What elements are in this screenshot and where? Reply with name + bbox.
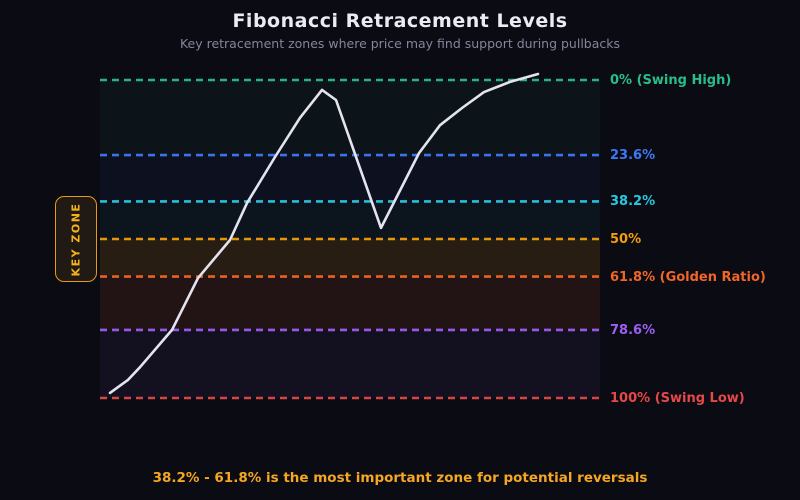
footer-note: 38.2% - 61.8% is the most important zone… xyxy=(152,470,648,486)
fib-zone-band xyxy=(100,329,600,398)
fib-level-label: 23.6% xyxy=(610,148,656,164)
fib-level-label: 100% (Swing Low) xyxy=(610,391,745,406)
fib-level-label: 78.6% xyxy=(610,322,656,338)
fib-zone-band xyxy=(100,276,600,330)
chart-header: Fibonacci Retracement Levels Key retrace… xyxy=(0,10,800,51)
key-zone-badge: KEY ZONE xyxy=(55,196,97,282)
key-zone-label: KEY ZONE xyxy=(69,202,83,276)
price-line xyxy=(108,72,540,395)
fib-level-label: 61.8% (Golden Ratio) xyxy=(610,269,766,285)
fib-zone-band xyxy=(100,239,600,277)
fib-zone-band xyxy=(100,80,600,156)
fib-level-label: 38.2% xyxy=(610,194,656,210)
page-title: Fibonacci Retracement Levels xyxy=(232,10,568,32)
fib-zone-band xyxy=(100,201,600,239)
page-subtitle: Key retracement zones where price may fi… xyxy=(179,36,621,51)
fib-level-label: 0% (Swing High) xyxy=(610,73,732,88)
fib-level-label: 50% xyxy=(610,232,642,247)
fib-zone-band xyxy=(100,155,600,202)
